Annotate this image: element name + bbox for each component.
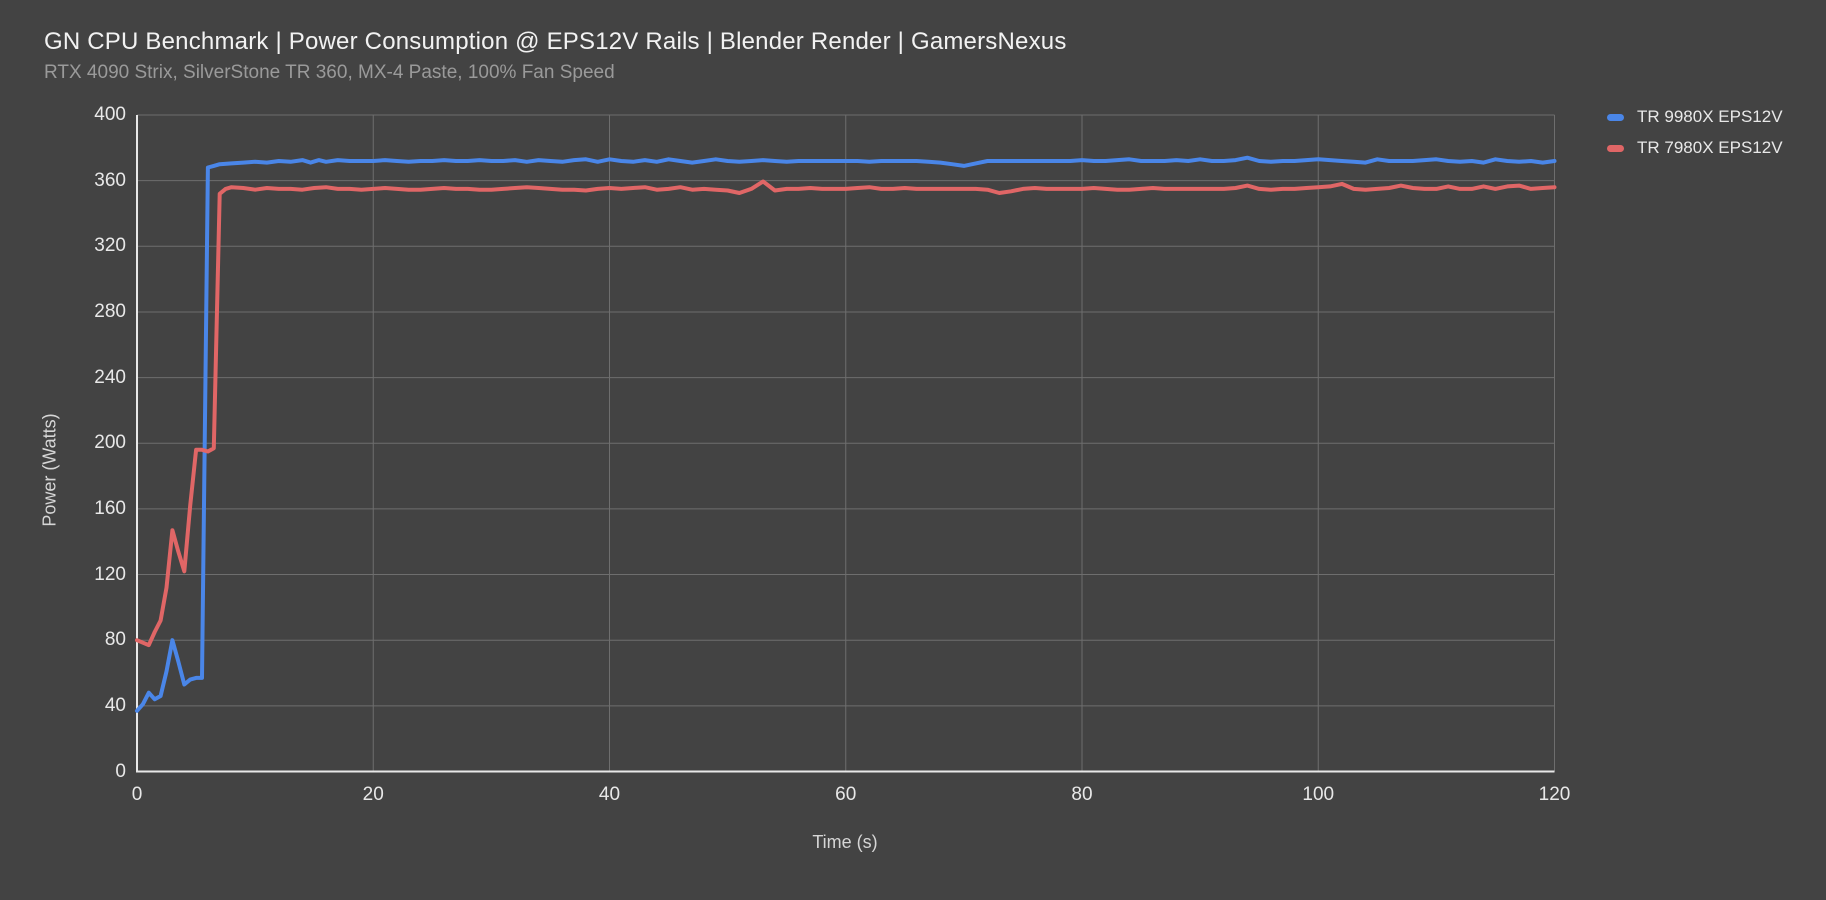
y-tick-label: 280 xyxy=(94,300,126,322)
legend-item-tr-7980x: TR 7980X EPS12V xyxy=(1607,138,1783,158)
legend: TR 9980X EPS12V TR 7980X EPS12V xyxy=(1607,107,1783,158)
y-tick-label: 200 xyxy=(94,432,126,454)
y-tick-label: 0 xyxy=(115,760,126,782)
y-tick-label: 320 xyxy=(94,235,126,257)
chart-title: GN CPU Benchmark | Power Consumption @ E… xyxy=(44,28,1067,55)
legend-swatch-blue-icon xyxy=(1607,113,1624,121)
x-tick-label: 0 xyxy=(131,783,143,805)
y-tick-label: 120 xyxy=(94,563,126,585)
x-tick-label: 120 xyxy=(1538,783,1571,805)
y-axis-title: Power (Watts) xyxy=(39,413,60,527)
y-tick-label: 400 xyxy=(94,104,126,125)
legend-swatch-red-icon xyxy=(1607,144,1624,152)
y-tick-label: 160 xyxy=(94,497,126,519)
legend-label-tr-9980x: TR 9980X EPS12V xyxy=(1637,107,1783,126)
y-tick-label: 240 xyxy=(94,366,126,388)
chart-subtitle: RTX 4090 Strix, SilverStone TR 360, MX-4… xyxy=(44,62,615,83)
legend-label-tr-7980x: TR 7980X EPS12V xyxy=(1637,138,1783,157)
series-line-0 xyxy=(135,155,1557,713)
series-line-1 xyxy=(135,179,1557,648)
x-tick-label: 20 xyxy=(362,783,384,805)
x-tick-label: 60 xyxy=(835,783,857,805)
x-tick-label: 100 xyxy=(1302,783,1335,805)
y-tick-label: 80 xyxy=(104,629,126,651)
x-tick-label: 80 xyxy=(1071,783,1093,805)
y-tick-label: 360 xyxy=(94,169,126,191)
x-axis-title: Time (s) xyxy=(812,832,878,852)
x-tick-label: 40 xyxy=(598,783,621,805)
y-tick-label: 40 xyxy=(104,694,126,716)
legend-item-tr-9980x: TR 9980X EPS12V xyxy=(1607,107,1783,127)
